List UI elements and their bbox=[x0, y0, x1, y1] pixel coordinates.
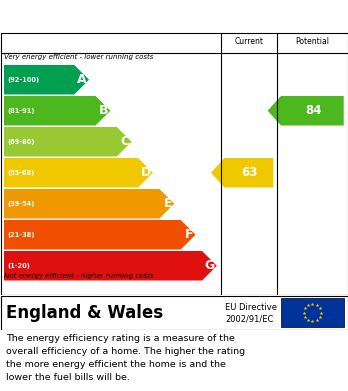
Text: Not energy efficient - higher running costs: Not energy efficient - higher running co… bbox=[4, 273, 153, 279]
Text: (92-100): (92-100) bbox=[7, 77, 39, 83]
Polygon shape bbox=[4, 127, 132, 156]
Text: 63: 63 bbox=[242, 166, 258, 179]
Text: The energy efficiency rating is a measure of the
overall efficiency of a home. T: The energy efficiency rating is a measur… bbox=[6, 334, 245, 382]
Text: Very energy efficient - lower running costs: Very energy efficient - lower running co… bbox=[4, 54, 153, 60]
Polygon shape bbox=[4, 251, 217, 280]
Text: E: E bbox=[164, 197, 172, 210]
Text: (39-54): (39-54) bbox=[7, 201, 34, 207]
Polygon shape bbox=[211, 158, 273, 188]
Text: (1-20): (1-20) bbox=[7, 263, 30, 269]
Text: England & Wales: England & Wales bbox=[6, 304, 163, 322]
Text: 2002/91/EC: 2002/91/EC bbox=[225, 314, 274, 323]
Polygon shape bbox=[4, 65, 89, 95]
Text: G: G bbox=[205, 259, 215, 272]
Polygon shape bbox=[268, 96, 344, 126]
Polygon shape bbox=[4, 220, 196, 249]
Text: F: F bbox=[185, 228, 193, 241]
Text: (21-38): (21-38) bbox=[7, 232, 34, 238]
Text: (81-91): (81-91) bbox=[7, 108, 34, 114]
Polygon shape bbox=[4, 189, 174, 219]
Polygon shape bbox=[4, 96, 110, 126]
Polygon shape bbox=[4, 158, 153, 188]
Text: B: B bbox=[99, 104, 108, 117]
Text: (55-68): (55-68) bbox=[7, 170, 34, 176]
Text: Potential: Potential bbox=[295, 38, 329, 47]
Text: (69-80): (69-80) bbox=[7, 139, 34, 145]
Bar bbox=[280, 298, 344, 327]
Text: C: C bbox=[120, 135, 129, 148]
Text: D: D bbox=[141, 166, 151, 179]
Text: Current: Current bbox=[234, 38, 263, 47]
Text: Energy Efficiency Rating: Energy Efficiency Rating bbox=[10, 9, 232, 23]
Text: 84: 84 bbox=[305, 104, 322, 117]
Text: A: A bbox=[77, 73, 87, 86]
Text: EU Directive: EU Directive bbox=[225, 303, 277, 312]
